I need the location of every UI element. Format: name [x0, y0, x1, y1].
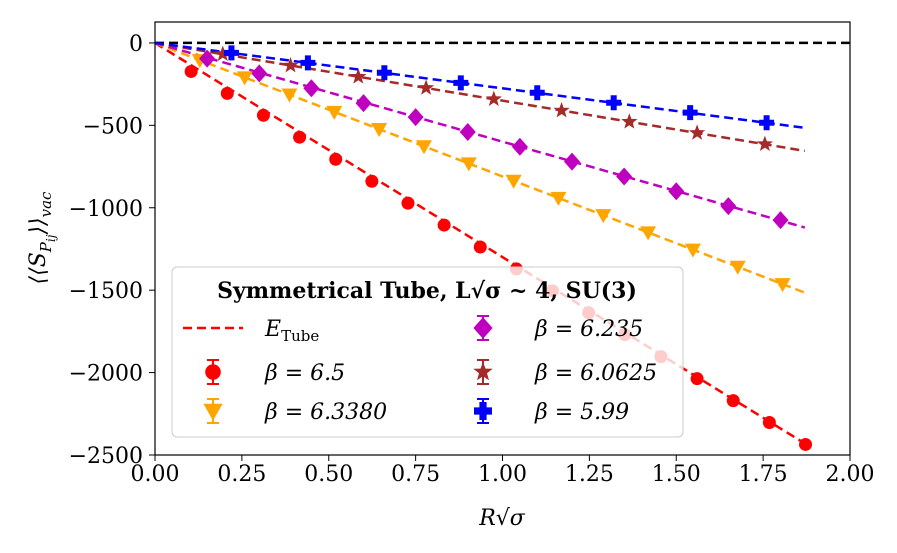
marker	[303, 79, 320, 98]
x-tick-label: 0.00	[131, 462, 180, 487]
marker	[505, 174, 522, 189]
x-tick-label: 0.50	[304, 462, 353, 487]
marker	[350, 68, 367, 84]
y-axis-label-part: vac	[37, 191, 55, 217]
legend-label-sub: Tube	[281, 327, 319, 345]
legend-label: ETube	[264, 317, 319, 345]
marker	[772, 211, 789, 230]
marker	[293, 130, 307, 144]
marker	[459, 122, 476, 141]
marker	[511, 137, 528, 156]
marker	[401, 196, 415, 210]
marker	[407, 108, 424, 127]
marker	[668, 182, 685, 201]
marker	[256, 108, 270, 122]
legend-box	[171, 266, 684, 438]
x-tick-label: 2.00	[826, 462, 875, 487]
marker	[606, 95, 622, 111]
legend-label: β = 6.3380	[264, 400, 387, 425]
y-tick-label: −1000	[69, 197, 143, 222]
marker	[729, 260, 746, 275]
marker	[365, 174, 379, 188]
marker	[684, 243, 701, 258]
legend-label-main: E	[264, 317, 281, 342]
x-axis-label-part: R	[478, 506, 496, 531]
legend: Symmetrical Tube, L√σ ~ 4, SU(3) ETube β =…	[171, 266, 684, 438]
legend-title: Symmetrical Tube, L√σ ~ 4, SU(3)	[217, 278, 637, 304]
y-tick-label: −500	[83, 114, 143, 139]
marker	[621, 113, 638, 129]
x-axis-label: R√σ	[478, 506, 526, 531]
marker	[473, 240, 487, 254]
x-axis-label-part: √σ	[496, 506, 526, 531]
marker	[762, 416, 776, 430]
y-tick-label: −2000	[69, 362, 143, 387]
y-axis-label-part: ij	[44, 234, 58, 242]
marker	[550, 191, 567, 206]
marker	[473, 317, 493, 339]
marker	[453, 75, 469, 91]
x-tick-label: 1.75	[739, 462, 788, 487]
marker	[214, 45, 231, 61]
legend-label: β = 6.235	[534, 317, 643, 342]
y-axis-label-part: P	[37, 241, 55, 253]
marker	[726, 394, 740, 408]
legend-label: β = 6.0625	[534, 361, 657, 386]
y-tick-label: −2500	[69, 444, 143, 469]
marker	[376, 65, 392, 81]
marker	[640, 226, 657, 241]
legend-label: β = 6.5	[264, 361, 345, 386]
marker	[756, 135, 773, 151]
marker	[251, 64, 268, 83]
marker	[329, 152, 343, 166]
marker	[300, 55, 316, 71]
y-tick-label: 0	[129, 32, 143, 57]
marker	[184, 64, 198, 78]
marker	[616, 167, 633, 186]
x-tick-label: 1.25	[565, 462, 614, 487]
marker	[474, 402, 492, 420]
x-tick-label: 0.75	[391, 462, 440, 487]
marker	[720, 197, 737, 216]
marker	[759, 115, 775, 131]
y-axis-label-part: ⟩⟩	[26, 217, 51, 235]
marker	[371, 122, 388, 137]
x-tick-label: 1.00	[478, 462, 527, 487]
marker	[220, 86, 234, 100]
marker	[473, 361, 493, 381]
marker	[199, 49, 216, 68]
marker	[485, 90, 502, 106]
x-tick-label: 0.25	[217, 462, 266, 487]
marker	[326, 105, 343, 120]
marker	[205, 364, 221, 380]
marker	[203, 403, 223, 421]
marker	[529, 85, 545, 101]
y-tick-label: −1500	[69, 279, 143, 304]
x-tick-label: 1.50	[652, 462, 701, 487]
marker	[415, 140, 432, 155]
marker	[553, 102, 570, 118]
marker	[690, 372, 704, 386]
marker	[281, 88, 298, 103]
marker	[689, 124, 706, 140]
marker	[437, 218, 451, 232]
legend-label: β = 5.99	[534, 400, 629, 425]
marker	[355, 94, 372, 113]
marker	[774, 278, 791, 293]
marker	[564, 152, 580, 171]
marker	[418, 79, 435, 95]
y-axis-label: ⟨⟨SPij⟩⟩vac	[26, 191, 58, 284]
marker	[595, 209, 612, 224]
axes-frame	[154, 21, 851, 456]
marker	[282, 57, 299, 73]
marker	[460, 157, 477, 172]
marker	[799, 437, 813, 451]
marker	[236, 71, 253, 86]
marker	[223, 45, 239, 61]
y-axis-label-part: ⟨⟨S	[26, 252, 51, 284]
marker	[682, 105, 698, 121]
